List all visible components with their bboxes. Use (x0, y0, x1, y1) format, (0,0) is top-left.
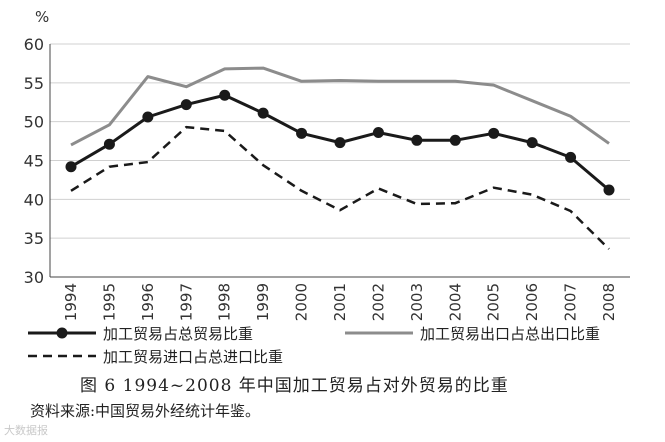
y-tick-label: 45 (24, 152, 44, 171)
legend-item: 加工贸易进口占总进口比重 (28, 348, 283, 366)
x-tick-label: 1994 (62, 283, 80, 321)
x-tick-label: 2001 (331, 283, 349, 321)
y-tick-label: 40 (24, 190, 44, 209)
y-tick-label: 50 (24, 113, 44, 132)
legend-label: 加工贸易占总贸易比重 (103, 325, 253, 343)
legend-item: 加工贸易占总贸易比重 (28, 325, 253, 343)
data-point (372, 127, 384, 139)
x-tick-label: 1995 (100, 283, 118, 321)
data-point (103, 138, 115, 150)
data-point (603, 184, 615, 196)
x-tick-label: 2002 (369, 283, 387, 321)
data-point (180, 99, 192, 111)
y-tick-label: 30 (24, 268, 44, 287)
series-line-3 (70, 125, 610, 250)
x-tick-label: 2003 (408, 283, 426, 321)
legend-marker (56, 327, 68, 339)
series-line-2 (70, 66, 610, 147)
x-tick-label: 1998 (216, 283, 234, 321)
gridlines (50, 43, 630, 278)
data-point (334, 137, 346, 149)
plot-area (65, 66, 615, 250)
x-tick-label: 2004 (446, 283, 464, 321)
data-point (449, 134, 461, 146)
data-point (411, 134, 423, 146)
watermark: 大数据报 (4, 424, 48, 437)
y-tick-label: 60 (24, 35, 44, 54)
y-tick-label: 55 (24, 74, 44, 93)
x-tick-label: 2007 (562, 283, 580, 321)
data-point (488, 127, 500, 139)
data-point (142, 111, 154, 123)
source-note: 资料来源:中国贸易外经统计年鉴。 (30, 402, 261, 420)
legend-label: 加工贸易出口占总出口比重 (420, 325, 600, 343)
y-axis-unit: % (35, 8, 49, 26)
x-tick-label: 1996 (139, 283, 157, 321)
data-point (526, 137, 538, 149)
x-tick-label: 2005 (485, 283, 503, 321)
data-point (565, 151, 577, 163)
data-point (296, 127, 308, 139)
legend-label: 加工贸易进口占总进口比重 (103, 348, 283, 366)
x-axis: 1994 1995 1996 1997 1998 1999 2000 2001 2002 2003… (50, 276, 630, 321)
data-point (219, 89, 231, 101)
x-tick-label: 2006 (523, 283, 541, 321)
line-chart: 30 35 40 45 50 55 60% 1994 1995 1996 1997 1998 1999… (24, 8, 630, 366)
legend-item: 加工贸易出口占总出口比重 (345, 325, 600, 343)
y-axis: 30 35 40 45 50 55 60% (24, 8, 51, 287)
x-tick-label: 1999 (254, 283, 272, 321)
y-tick-label: 35 (24, 229, 44, 248)
x-tick-label: 2008 (600, 283, 618, 321)
data-point (257, 107, 269, 119)
x-tick-label: 1997 (177, 283, 195, 321)
data-point (65, 161, 77, 173)
x-tick-label: 2000 (293, 283, 311, 321)
figure-caption: 图 6 1994~2008 年中国加工贸易占对外贸易的比重 (80, 376, 509, 396)
